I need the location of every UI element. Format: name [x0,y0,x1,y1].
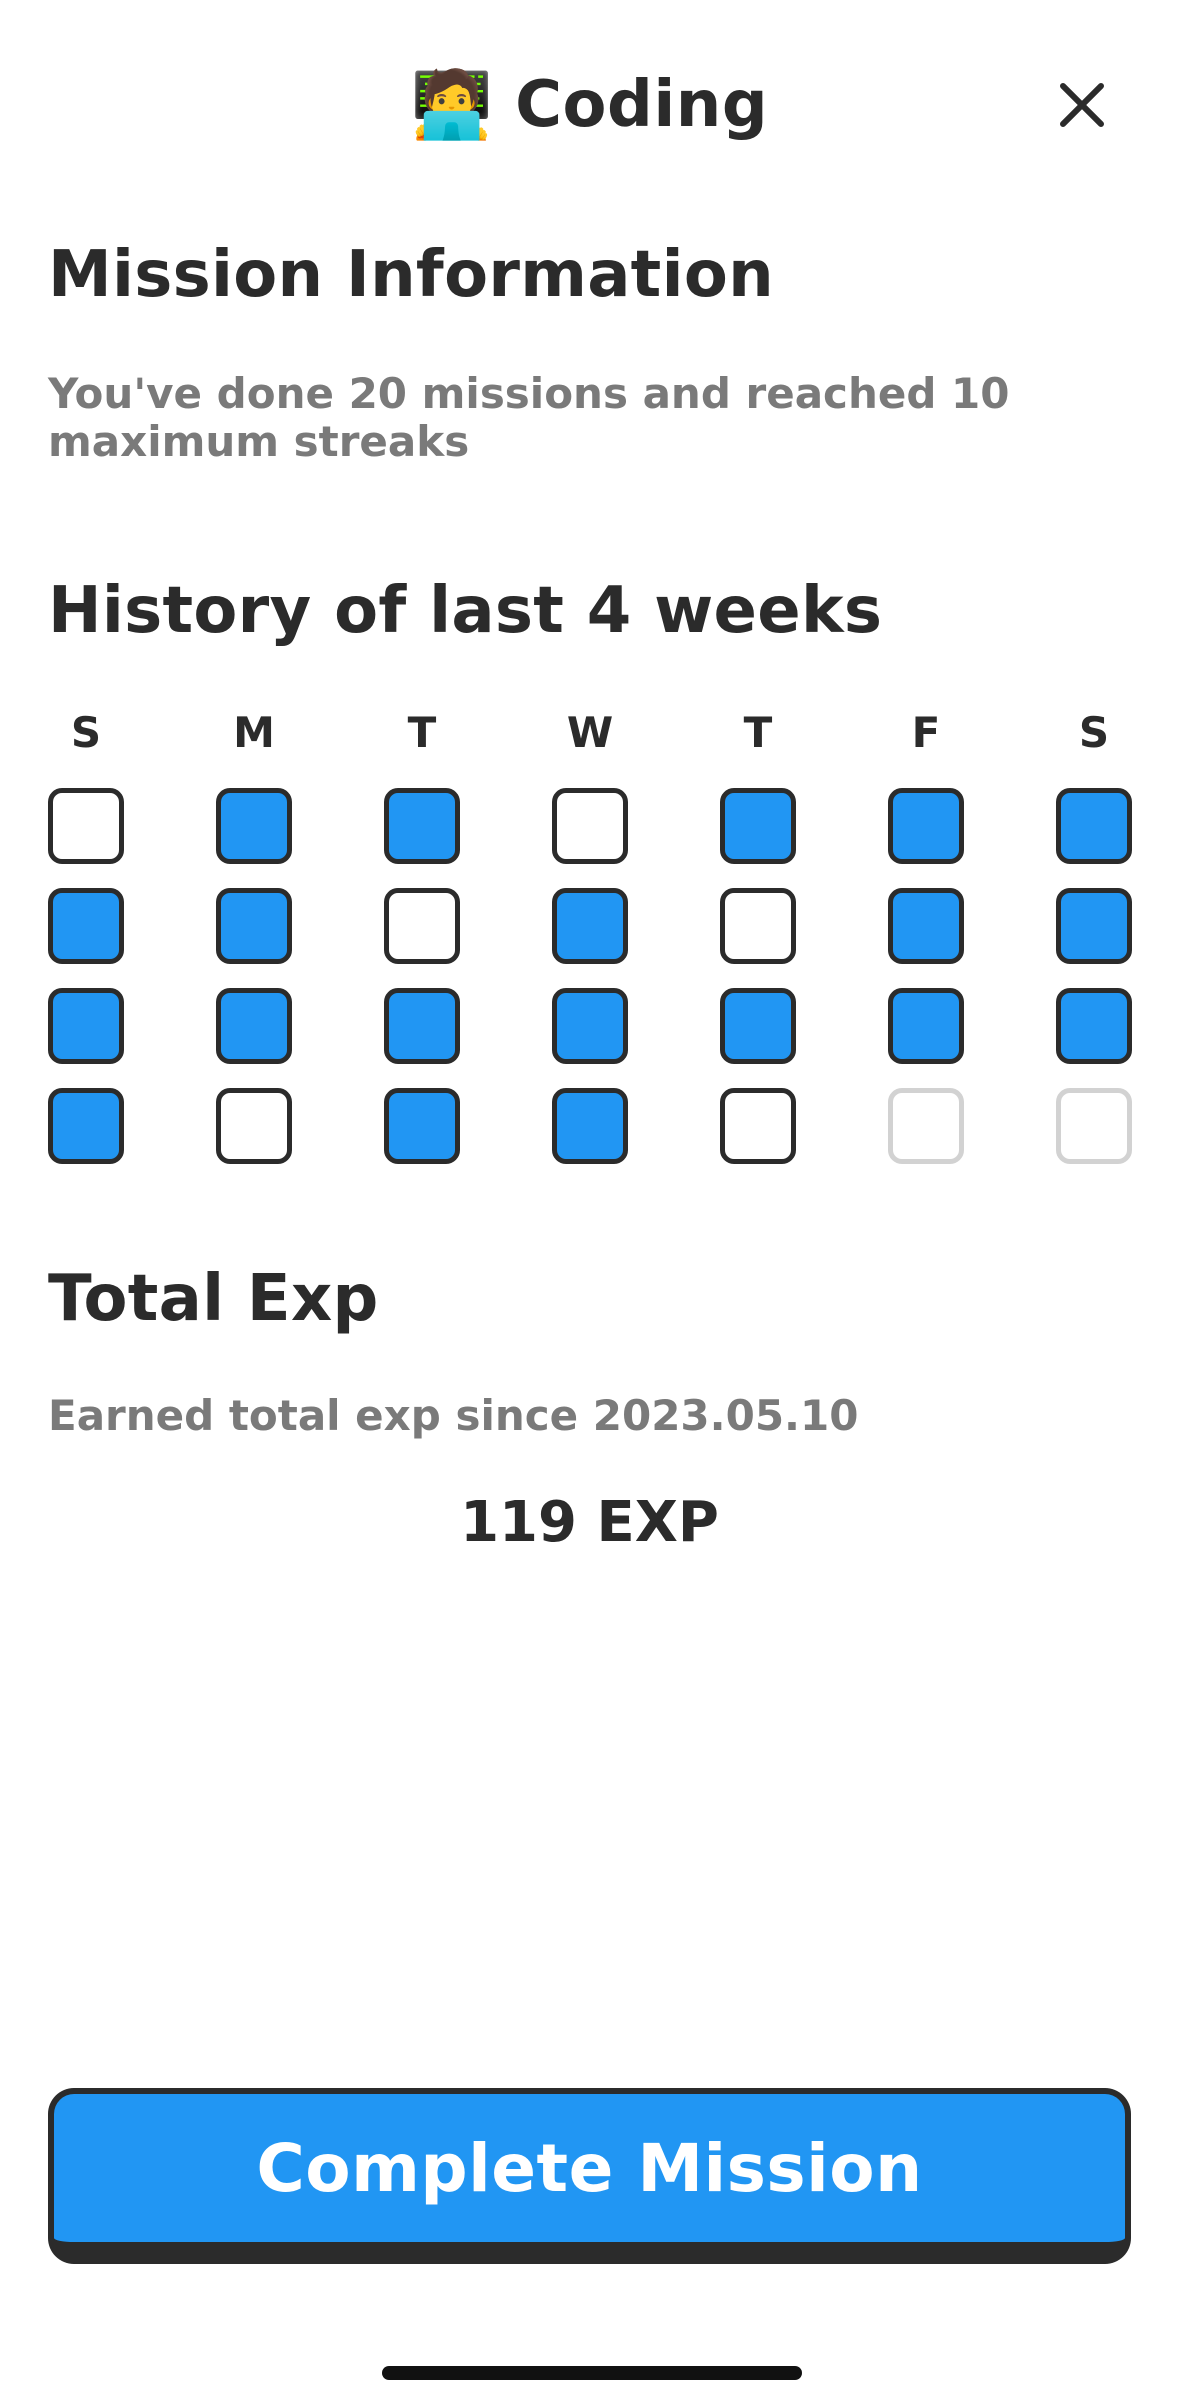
total-exp-title: Total Exp [48,1262,379,1336]
day-cell-done [1056,988,1132,1064]
day-header: F [911,707,941,757]
day-cell-empty [384,888,460,964]
mission-info-description: You've done 20 missions and reached 10 m… [48,369,1010,466]
day-header: T [743,707,773,757]
close-icon [1060,83,1104,127]
week-row [48,988,1132,1064]
day-cell-empty [48,788,124,864]
day-cell-future [1056,1088,1132,1164]
week-row [48,888,1132,964]
day-header: M [233,707,275,757]
day-cell-done [552,1088,628,1164]
title-wrap: 🧑‍💻 Coding [411,68,768,142]
day-cell-empty [552,788,628,864]
week-row [48,1088,1132,1164]
day-cell-done [48,888,124,964]
day-cell-future [888,1088,964,1164]
day-cell-done [888,888,964,964]
day-header: T [407,707,437,757]
day-cell-done [384,988,460,1064]
day-cell-done [888,788,964,864]
day-header: S [70,707,102,757]
mission-info-title: Mission Information [48,238,774,312]
home-indicator [382,2366,802,2380]
day-cell-empty [216,1088,292,1164]
day-cell-done [48,988,124,1064]
mission-title: Coding [515,68,769,142]
day-cell-done [720,988,796,1064]
complete-mission-button[interactable]: Complete Mission [48,2088,1131,2264]
day-cell-done [384,1088,460,1164]
day-header: S [1078,707,1110,757]
total-exp-value: 119 EXP [460,1490,719,1555]
header: 🧑‍💻 Coding [0,50,1179,160]
day-cell-done [1056,888,1132,964]
day-cell-empty [720,1088,796,1164]
day-cell-empty [720,888,796,964]
day-cell-done [720,788,796,864]
week-row [48,788,1132,864]
day-cell-done [552,988,628,1064]
technologist-emoji-icon: 🧑‍💻 [410,66,494,143]
day-cell-done [216,888,292,964]
close-button[interactable] [1053,76,1111,134]
day-cell-done [48,1088,124,1164]
day-cell-done [1056,788,1132,864]
day-cell-done [552,888,628,964]
day-header: W [566,707,614,757]
day-cell-done [216,988,292,1064]
day-cell-done [384,788,460,864]
day-cell-done [216,788,292,864]
weeks-grid [48,788,1132,1164]
total-exp-description: Earned total exp since 2023.05.10 [48,1391,859,1440]
day-cell-done [888,988,964,1064]
history-title: History of last 4 weeks [48,574,883,648]
